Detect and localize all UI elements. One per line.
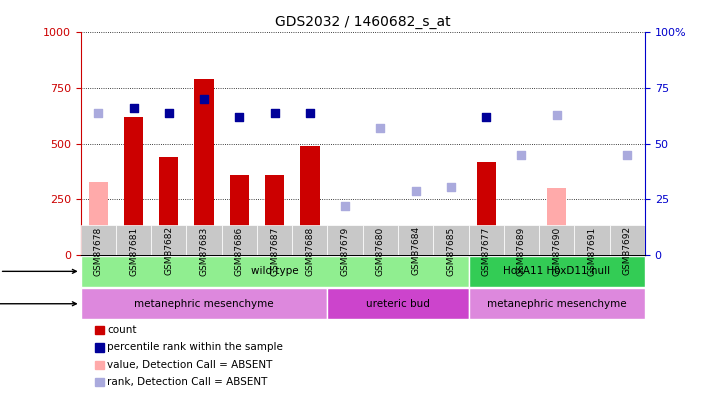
FancyBboxPatch shape xyxy=(327,288,468,319)
FancyBboxPatch shape xyxy=(81,225,116,255)
Bar xyxy=(300,146,320,255)
Text: GSM87681: GSM87681 xyxy=(129,226,138,275)
Point xyxy=(93,109,104,116)
Point xyxy=(304,109,315,116)
FancyBboxPatch shape xyxy=(327,225,363,255)
FancyBboxPatch shape xyxy=(468,288,645,319)
Text: GSM87684: GSM87684 xyxy=(411,226,420,275)
Bar xyxy=(124,117,143,255)
Text: GSM87679: GSM87679 xyxy=(341,226,350,275)
Point xyxy=(587,234,598,241)
FancyBboxPatch shape xyxy=(81,288,327,319)
Point xyxy=(481,114,492,120)
Text: count: count xyxy=(107,325,137,335)
Text: HoxA11 HoxD11 null: HoxA11 HoxD11 null xyxy=(503,266,611,276)
FancyBboxPatch shape xyxy=(222,225,257,255)
Point xyxy=(339,203,350,209)
Bar xyxy=(88,181,108,255)
Text: GSM87678: GSM87678 xyxy=(94,226,103,275)
Text: GSM87682: GSM87682 xyxy=(164,226,173,275)
Text: GSM87690: GSM87690 xyxy=(552,226,562,275)
FancyBboxPatch shape xyxy=(257,225,292,255)
Text: percentile rank within the sample: percentile rank within the sample xyxy=(107,343,283,352)
Point xyxy=(163,109,175,116)
Text: GSM87691: GSM87691 xyxy=(587,226,597,275)
FancyBboxPatch shape xyxy=(610,225,645,255)
FancyBboxPatch shape xyxy=(116,225,151,255)
Bar xyxy=(441,246,461,255)
Text: rank, Detection Call = ABSENT: rank, Detection Call = ABSENT xyxy=(107,377,268,387)
Point xyxy=(375,125,386,131)
Text: wild type: wild type xyxy=(251,266,299,276)
FancyBboxPatch shape xyxy=(186,225,222,255)
FancyBboxPatch shape xyxy=(468,256,645,287)
Point xyxy=(233,114,245,120)
Bar xyxy=(159,157,179,255)
Text: tissue: tissue xyxy=(0,299,76,309)
Text: GSM87686: GSM87686 xyxy=(235,226,244,275)
FancyBboxPatch shape xyxy=(539,225,574,255)
Text: GSM87688: GSM87688 xyxy=(306,226,314,275)
FancyBboxPatch shape xyxy=(574,225,610,255)
Text: GSM87680: GSM87680 xyxy=(376,226,385,275)
Point xyxy=(198,96,210,102)
FancyBboxPatch shape xyxy=(363,225,398,255)
Text: GSM87687: GSM87687 xyxy=(270,226,279,275)
Bar xyxy=(512,230,531,255)
Point xyxy=(269,109,280,116)
Point xyxy=(516,151,527,158)
Bar xyxy=(618,226,637,255)
Bar xyxy=(547,188,566,255)
Point xyxy=(445,184,456,190)
FancyBboxPatch shape xyxy=(504,225,539,255)
Text: value, Detection Call = ABSENT: value, Detection Call = ABSENT xyxy=(107,360,273,370)
Bar xyxy=(194,79,214,255)
Bar xyxy=(583,242,601,255)
Text: metanephric mesenchyme: metanephric mesenchyme xyxy=(135,299,274,309)
Text: ureteric bud: ureteric bud xyxy=(366,299,430,309)
FancyBboxPatch shape xyxy=(468,225,504,255)
FancyBboxPatch shape xyxy=(151,225,186,255)
FancyBboxPatch shape xyxy=(292,225,327,255)
Text: GSM87685: GSM87685 xyxy=(447,226,456,275)
Text: GSM87692: GSM87692 xyxy=(622,226,632,275)
FancyBboxPatch shape xyxy=(433,225,468,255)
Text: GSM87689: GSM87689 xyxy=(517,226,526,275)
Text: genotype/variation: genotype/variation xyxy=(0,266,76,276)
Point xyxy=(622,151,633,158)
Bar xyxy=(230,175,249,255)
Bar xyxy=(406,246,426,255)
Title: GDS2032 / 1460682_s_at: GDS2032 / 1460682_s_at xyxy=(275,15,451,29)
Point xyxy=(410,187,421,194)
Text: GSM87683: GSM87683 xyxy=(200,226,209,275)
FancyBboxPatch shape xyxy=(398,225,433,255)
Point xyxy=(551,111,562,118)
Bar xyxy=(265,175,285,255)
Bar xyxy=(371,233,390,255)
Text: metanephric mesenchyme: metanephric mesenchyme xyxy=(487,299,627,309)
FancyBboxPatch shape xyxy=(81,256,468,287)
Bar xyxy=(336,253,355,255)
Text: GSM87677: GSM87677 xyxy=(482,226,491,275)
Point xyxy=(128,105,139,111)
Bar xyxy=(477,162,496,255)
